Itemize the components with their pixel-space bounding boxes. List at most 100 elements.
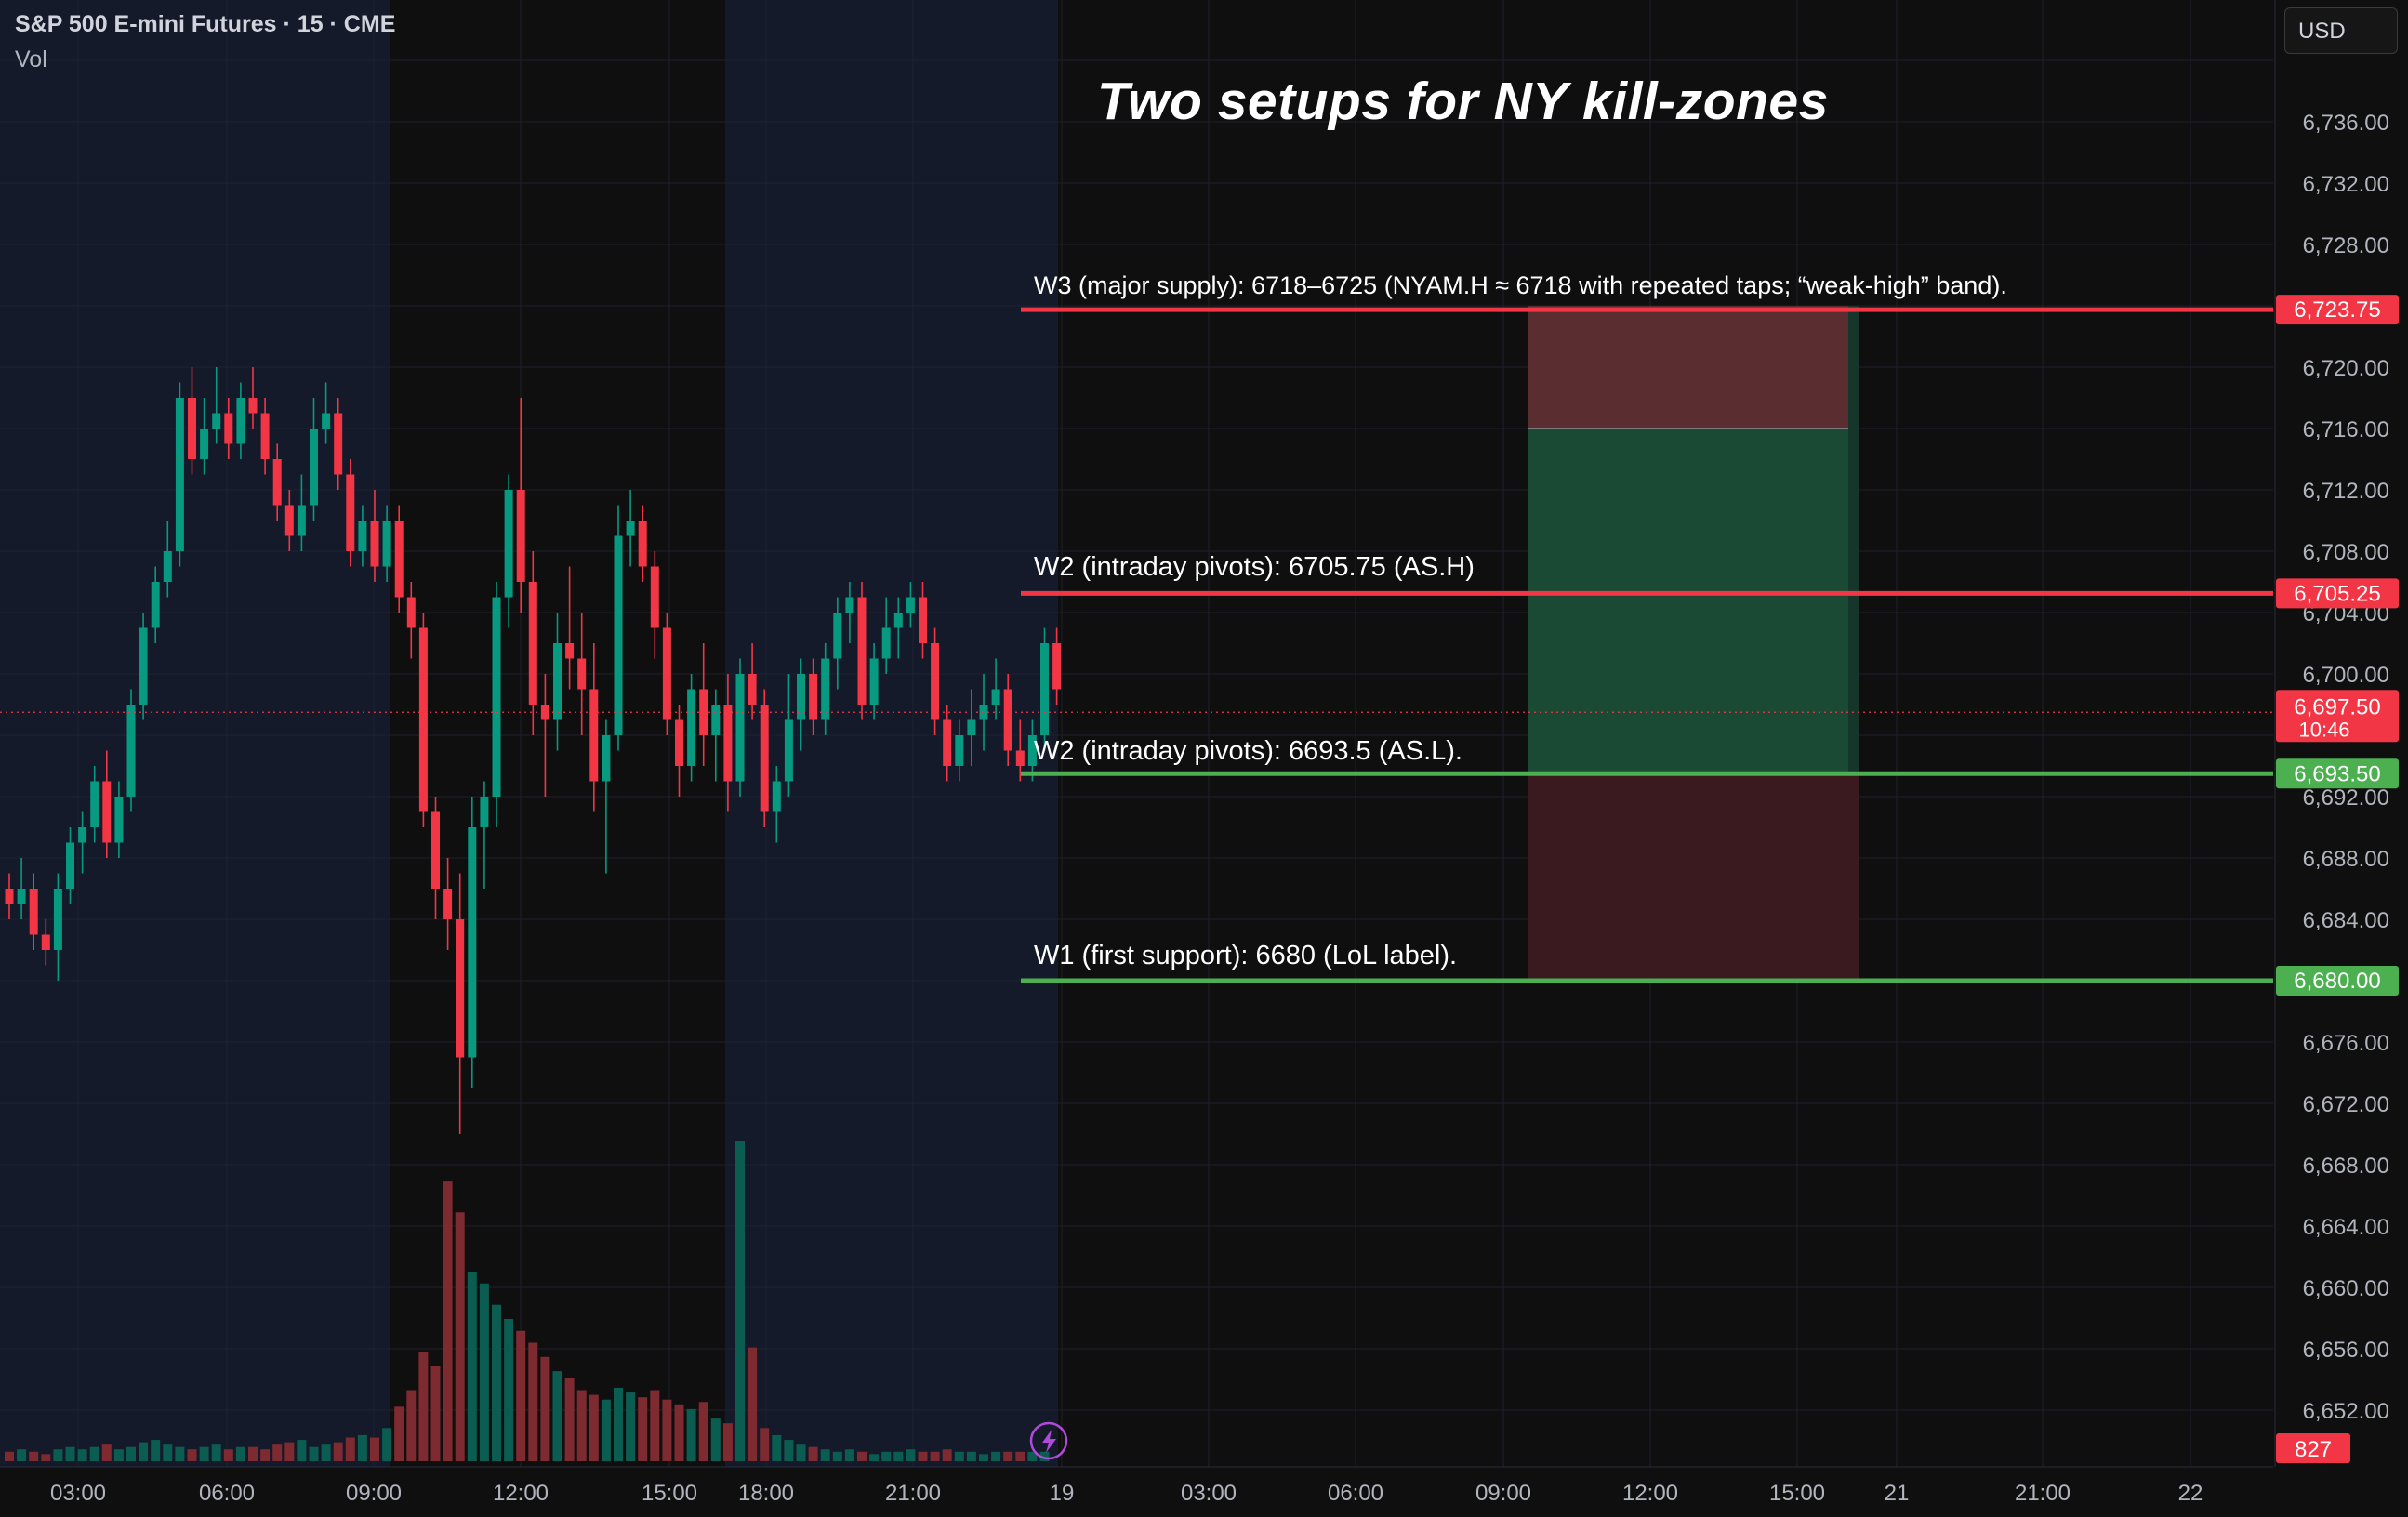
candle-body	[175, 398, 184, 551]
candle-body	[322, 413, 331, 429]
volume-bar	[540, 1356, 550, 1461]
volume-bar	[772, 1434, 782, 1461]
time-axis[interactable]: 03:00 06:00 09:00 12:00 15:00 18:00 21:00 19 03:…	[0, 1466, 2273, 1506]
candle-body	[212, 413, 221, 429]
candle-body	[346, 474, 355, 551]
price-axis[interactable]: 6,736.00 6,732.00 6,728.00 6,720.00 6,716.00…	[2274, 0, 2408, 1517]
price-axis-bg	[2275, 0, 2408, 1517]
volume-bar	[29, 1451, 39, 1461]
candle-body	[443, 889, 453, 919]
candle-body	[504, 490, 513, 598]
level-tag-1-bg	[2276, 578, 2399, 609]
price-tick-label: 6,728.00	[2303, 233, 2389, 258]
price-tick-label: 6,692.00	[2303, 785, 2389, 811]
symbol-title[interactable]: S&P 500 E-mini Futures · 15 · CME	[15, 11, 396, 37]
stop-zone	[1528, 306, 1848, 429]
countdown-text: 10:46	[2298, 718, 2349, 741]
last-price-tag-text: 6,697.50	[2294, 694, 2380, 719]
candle-body	[833, 613, 842, 659]
level-label-w3[interactable]: W3 (major supply): 6718–6725 (NYAM.H ≈ 6…	[1034, 271, 2007, 299]
volume-bar	[869, 1454, 880, 1461]
price-tick-label: 6,736.00	[2303, 111, 2389, 136]
session-backgrounds	[0, 0, 1058, 1467]
time-tick-label: 12:00	[1622, 1481, 1678, 1506]
time-tick-label: 21	[1885, 1481, 1910, 1506]
short-position-tool[interactable]	[1528, 306, 1859, 981]
volume-bar	[564, 1378, 575, 1461]
volume-bar	[857, 1451, 867, 1461]
volume-bar	[467, 1272, 477, 1461]
level-tag-3-bg	[2276, 966, 2399, 996]
last-price-tag-bg	[2276, 690, 2399, 743]
candle-body	[310, 429, 318, 506]
volume-bar	[163, 1444, 173, 1461]
volume-bar	[674, 1404, 684, 1461]
volume-bar	[211, 1444, 221, 1461]
volume-bar	[235, 1446, 245, 1461]
volume-bar	[576, 1390, 587, 1461]
price-tick-label: 6,700.00	[2303, 663, 2389, 688]
volume-bar	[979, 1454, 988, 1461]
volume-bar	[321, 1444, 331, 1461]
candle-body	[200, 429, 209, 459]
volume-bar	[966, 1451, 976, 1461]
volume-bar	[394, 1406, 404, 1461]
volume-bar	[954, 1451, 964, 1461]
annotation-title[interactable]: Two setups for NY kill-zones	[1097, 72, 1829, 131]
candle-body	[711, 705, 721, 735]
volume-bar	[1039, 1451, 1050, 1461]
volume-bar	[89, 1446, 99, 1461]
volume-bar	[614, 1387, 623, 1461]
price-tick-label: 6,684.00	[2303, 908, 2389, 933]
volume-bar	[844, 1449, 854, 1461]
volume-bar	[139, 1442, 149, 1461]
volume-indicator-label[interactable]: Vol	[15, 46, 47, 73]
candle-body	[565, 643, 575, 659]
lightning-icon	[1042, 1430, 1056, 1453]
candle-body	[735, 674, 745, 782]
level-lines[interactable]	[1021, 307, 2273, 983]
candle-body	[1027, 735, 1037, 766]
candle-body	[78, 827, 87, 843]
candle-body	[66, 842, 74, 889]
extended-stop-zone	[1528, 773, 1859, 981]
volume-bar	[650, 1390, 660, 1461]
currency-button[interactable]: USD	[2284, 7, 2398, 54]
profit-zone	[1528, 429, 1848, 774]
volume-bar	[930, 1451, 940, 1461]
level-label-w1[interactable]: W1 (first support): 6680 (LoL label).	[1034, 941, 1458, 970]
level-label-w2-low[interactable]: W2 (intraday pivots): 6693.5 (AS.L).	[1034, 736, 1462, 766]
candle-body	[577, 658, 587, 690]
volume-bar	[698, 1402, 708, 1461]
volume-bar	[760, 1428, 770, 1461]
session-asia	[0, 0, 390, 1467]
candle-body	[1015, 750, 1025, 766]
candle-body	[553, 643, 562, 720]
candle-body	[650, 566, 659, 628]
candle-body	[468, 827, 477, 1058]
volume-tag-text: 827	[2295, 1437, 2332, 1462]
price-tick-label: 6,656.00	[2303, 1338, 2389, 1363]
candle-body	[418, 627, 428, 812]
volume-bar	[297, 1440, 307, 1461]
volume-bar	[735, 1141, 745, 1461]
volume-bar	[516, 1330, 526, 1461]
candles	[0, 367, 2273, 1134]
candle-body	[53, 889, 62, 950]
time-tick-label: 09:00	[1475, 1481, 1531, 1506]
candle-body	[126, 705, 136, 797]
level-tag-0-bg	[2276, 295, 2399, 325]
candle-body	[370, 521, 379, 567]
volume-bar	[1027, 1451, 1038, 1461]
candle-body	[41, 934, 50, 950]
level-label-w2-high[interactable]: W2 (intraday pivots): 6705.75 (AS.H)	[1034, 552, 1475, 582]
volume-bar	[832, 1451, 842, 1461]
candle-body	[431, 811, 440, 889]
level-tag-1-text: 6,705.25	[2294, 581, 2380, 606]
candle-body	[151, 582, 160, 628]
level-tag-0-text: 6,723.75	[2294, 297, 2380, 323]
candle-body	[297, 505, 306, 536]
candle-body	[358, 521, 367, 551]
volume-bar	[1003, 1451, 1013, 1461]
